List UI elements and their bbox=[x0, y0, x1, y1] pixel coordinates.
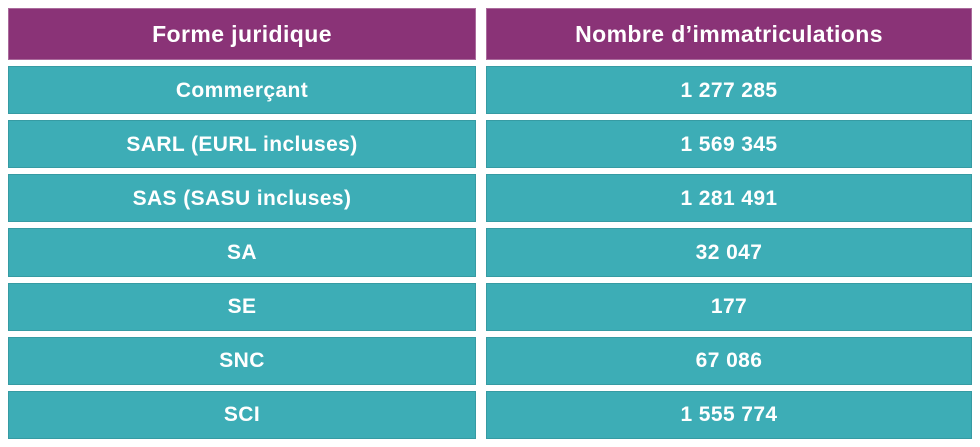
cell-forme-sarl: SARL (EURL incluses) bbox=[8, 120, 476, 169]
cell-forme-sci: SCI bbox=[8, 390, 476, 439]
cell-nombre-snc: 67 086 bbox=[486, 336, 972, 385]
cell-forme-commercant: Commerçant bbox=[8, 66, 476, 115]
cell-nombre-se: 177 bbox=[486, 282, 972, 331]
cell-nombre-sa: 32 047 bbox=[486, 228, 972, 277]
column-header-nombre-immatriculations: Nombre d’immatriculations bbox=[486, 8, 972, 60]
cell-forme-sa: SA bbox=[8, 228, 476, 277]
cell-nombre-sarl: 1 569 345 bbox=[486, 120, 972, 169]
cell-forme-sas: SAS (SASU incluses) bbox=[8, 174, 476, 223]
cell-nombre-sas: 1 281 491 bbox=[486, 174, 972, 223]
cell-forme-se: SE bbox=[8, 282, 476, 331]
column-header-forme-juridique: Forme juridique bbox=[8, 8, 476, 60]
cell-forme-snc: SNC bbox=[8, 336, 476, 385]
cell-nombre-sci: 1 555 774 bbox=[486, 390, 972, 439]
cell-nombre-commercant: 1 277 285 bbox=[486, 66, 972, 115]
